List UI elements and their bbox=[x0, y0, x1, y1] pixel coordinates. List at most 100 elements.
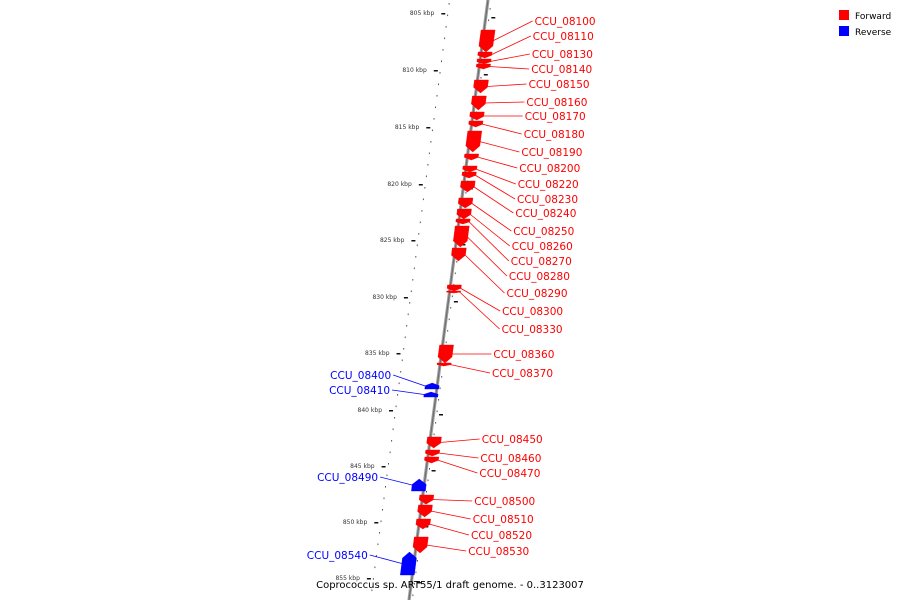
gene-feature-ccu-08450 bbox=[426, 436, 442, 449]
track-dot bbox=[383, 497, 385, 500]
track-dot bbox=[380, 520, 382, 523]
gene-feature-ccu-08460 bbox=[425, 449, 441, 457]
label-leader bbox=[438, 452, 479, 459]
track-dot bbox=[433, 433, 435, 436]
gene-label-ccu-08280: CCU_08280 bbox=[509, 271, 570, 283]
tick-mark bbox=[366, 578, 371, 580]
label-leader bbox=[459, 287, 501, 312]
gene-feature-ccu-08470 bbox=[424, 456, 440, 464]
track-dot bbox=[401, 359, 403, 362]
label-leader bbox=[481, 123, 522, 135]
tick-mark bbox=[431, 470, 436, 472]
track-dot bbox=[441, 60, 442, 63]
gene-feature-ccu-08520 bbox=[415, 518, 431, 530]
track-dot bbox=[447, 14, 449, 17]
track-dot bbox=[429, 468, 430, 470]
gene-label-ccu-08110: CCU_08110 bbox=[533, 31, 594, 43]
track-dot bbox=[410, 290, 412, 293]
track-dot bbox=[372, 578, 374, 580]
track-dot bbox=[422, 198, 424, 201]
label-leader bbox=[393, 374, 426, 387]
track-dot bbox=[436, 410, 438, 413]
track-dot bbox=[392, 428, 394, 431]
track-dot bbox=[427, 164, 429, 166]
gene-feature-ccu-08230 bbox=[461, 171, 477, 179]
label-leader bbox=[469, 213, 511, 247]
track-dot bbox=[398, 382, 400, 385]
gene-label-ccu-08180: CCU_08180 bbox=[524, 129, 585, 141]
gene-feature-ccu-08360 bbox=[437, 344, 454, 364]
gene-label-ccu-08270: CCU_08270 bbox=[511, 256, 572, 268]
tick-mark bbox=[483, 74, 488, 76]
label-leader bbox=[475, 168, 516, 185]
track-dot bbox=[374, 566, 376, 569]
track-dot bbox=[433, 118, 435, 120]
gene-feature-ccu-08250 bbox=[457, 197, 474, 209]
tick-label: 835 kbp bbox=[365, 350, 390, 357]
label-leader bbox=[449, 364, 491, 374]
track-dot bbox=[416, 560, 418, 562]
gene-label-ccu-08500: CCU_08500 bbox=[474, 496, 535, 508]
track-dot bbox=[425, 175, 427, 178]
tick-mark bbox=[453, 301, 458, 303]
track-dot bbox=[409, 302, 411, 304]
gene-label-ccu-08200: CCU_08200 bbox=[519, 163, 580, 175]
tick-mark bbox=[374, 522, 379, 524]
track-dot bbox=[382, 509, 383, 511]
track-dot bbox=[447, 330, 449, 332]
track-dot bbox=[448, 3, 450, 5]
track-dot bbox=[400, 371, 402, 373]
gene-label-ccu-08540: CCU_08540 bbox=[307, 550, 368, 562]
track-dot bbox=[412, 594, 414, 597]
gene-label-ccu-08360: CCU_08360 bbox=[493, 349, 554, 361]
label-leader bbox=[466, 236, 508, 277]
track-dot bbox=[439, 72, 441, 74]
gene-label-ccu-08530: CCU_08530 bbox=[468, 546, 529, 558]
track-dot bbox=[480, 77, 482, 79]
track-dot bbox=[442, 49, 444, 51]
track-dot bbox=[428, 152, 430, 155]
legend-forward-swatch bbox=[839, 10, 849, 20]
label-leader bbox=[468, 221, 510, 262]
gene-feature-ccu-08330 bbox=[446, 290, 461, 294]
track-dot bbox=[415, 571, 417, 574]
track-dot bbox=[375, 555, 377, 557]
label-leader bbox=[489, 66, 530, 70]
label-leader bbox=[428, 523, 470, 536]
gene-label-ccu-08470: CCU_08470 bbox=[479, 468, 540, 480]
gene-label-ccu-08170: CCU_08170 bbox=[525, 111, 586, 123]
tick-mark bbox=[389, 410, 393, 412]
track-dot bbox=[438, 83, 439, 86]
gene-label-ccu-08230: CCU_08230 bbox=[517, 194, 578, 206]
tick-mark bbox=[411, 240, 416, 242]
gene-feature-ccu-08130 bbox=[476, 58, 492, 65]
track-dot bbox=[456, 261, 458, 263]
label-leader bbox=[432, 499, 473, 502]
track-dot bbox=[413, 267, 415, 270]
gene-feature-ccu-08180 bbox=[468, 120, 484, 128]
track-dot bbox=[445, 341, 447, 344]
track-dot bbox=[397, 394, 399, 396]
track-dot bbox=[389, 451, 391, 454]
genome-caption: Coprococcus sp. ART55/1 draft genome. - … bbox=[316, 580, 584, 591]
track-dot bbox=[427, 479, 429, 482]
label-leader bbox=[489, 53, 530, 62]
gene-label-ccu-08240: CCU_08240 bbox=[515, 208, 576, 220]
tick-label: 820 kbp bbox=[387, 181, 412, 188]
track-dot bbox=[406, 325, 408, 327]
tick-mark bbox=[381, 466, 386, 468]
gene-label-ccu-08460: CCU_08460 bbox=[480, 453, 541, 465]
track-dot bbox=[435, 422, 437, 424]
label-leaders bbox=[369, 20, 533, 564]
track-dot bbox=[385, 486, 386, 488]
track-dot bbox=[415, 256, 417, 258]
gene-feature-ccu-08370 bbox=[436, 362, 452, 367]
track-dot bbox=[424, 187, 426, 189]
tick-mark bbox=[403, 297, 408, 299]
gene-label-ccu-08370: CCU_08370 bbox=[492, 368, 553, 380]
legend-reverse-label: Reverse bbox=[855, 28, 892, 38]
tick-mark bbox=[461, 244, 466, 246]
track-dot bbox=[489, 8, 491, 10]
track-dot bbox=[388, 463, 389, 465]
